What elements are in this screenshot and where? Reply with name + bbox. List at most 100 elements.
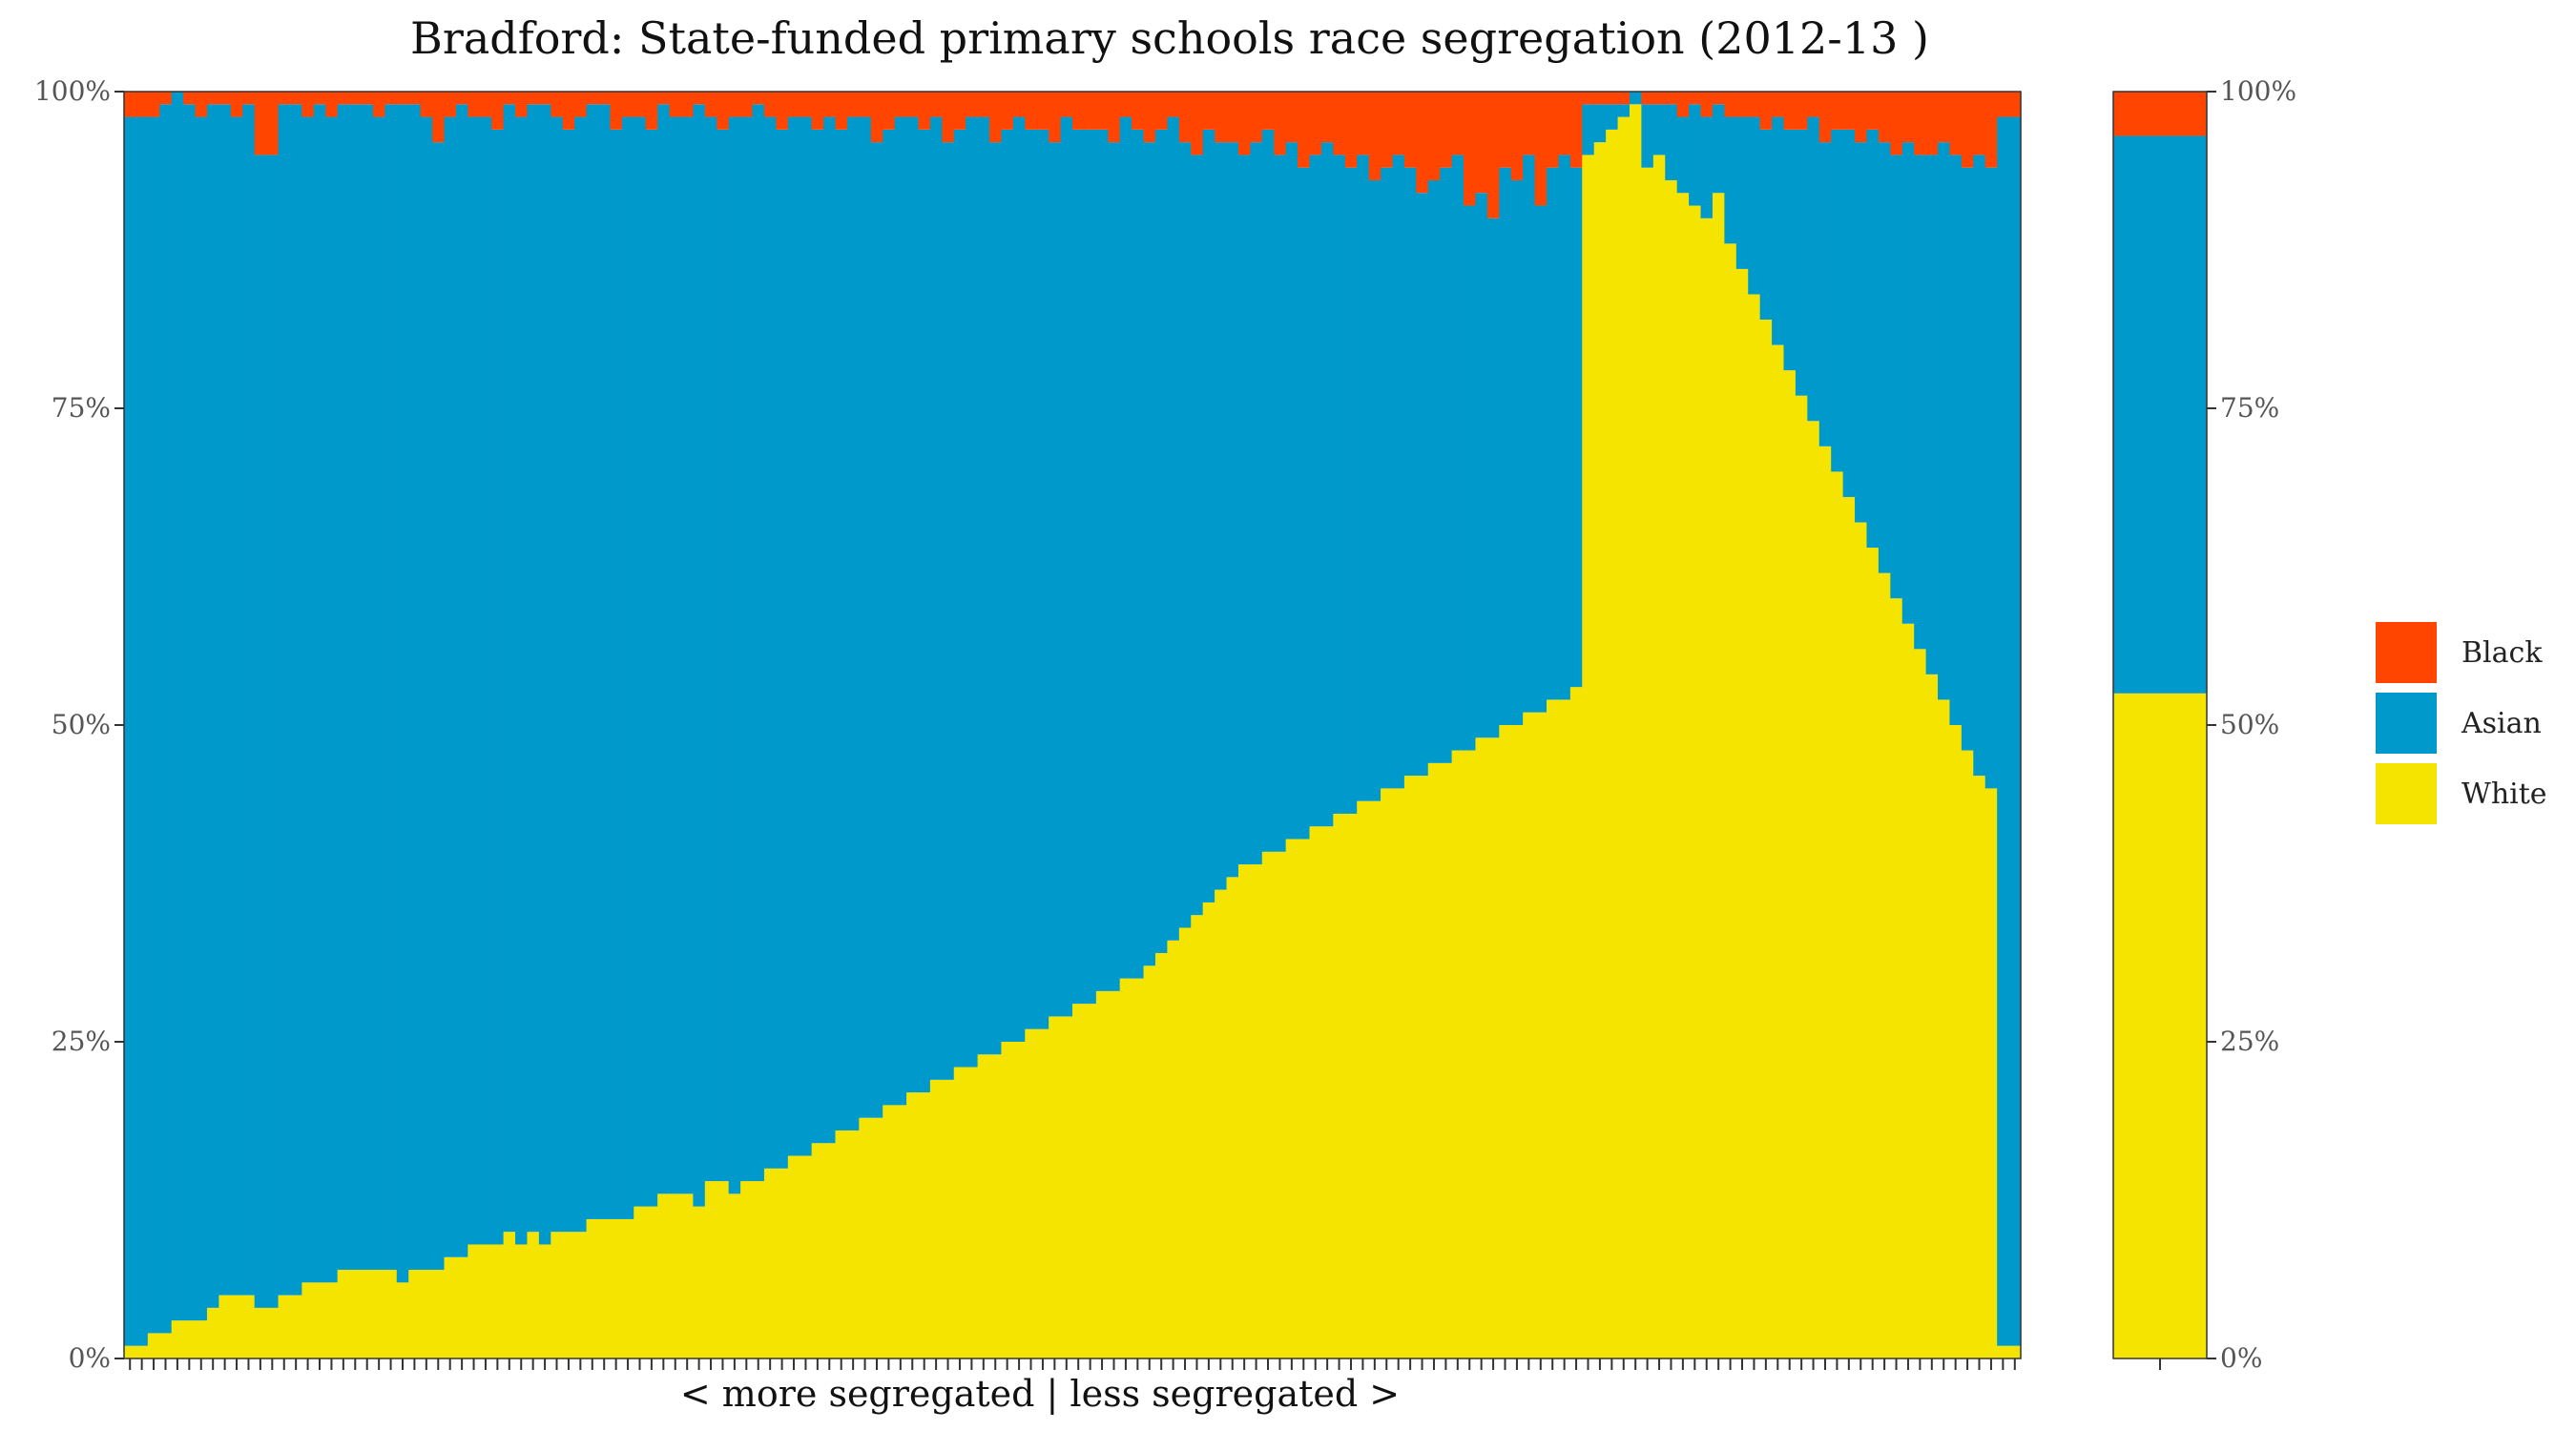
bar-black <box>396 92 409 105</box>
bar-white <box>1049 1016 1062 1358</box>
bar-white <box>455 1256 468 1358</box>
bar-black <box>1558 92 1571 156</box>
bar-asian <box>1641 104 1654 168</box>
bar-asian <box>361 104 374 1271</box>
bar-asian <box>966 116 979 1068</box>
bar-asian <box>562 129 575 1233</box>
bar-black <box>266 92 280 156</box>
bar-black <box>1274 92 1287 156</box>
bar-black <box>763 92 777 117</box>
bar-black <box>1569 92 1583 168</box>
bar-white <box>704 1181 717 1358</box>
bar-white <box>1025 1028 1038 1358</box>
bar-asian <box>894 116 907 1106</box>
bar-white <box>717 1181 730 1358</box>
bar-asian <box>870 142 883 1118</box>
bar-black <box>680 92 695 117</box>
bar-asian <box>1215 142 1228 890</box>
bar-black <box>1759 92 1773 130</box>
bar-black <box>1997 92 2010 117</box>
bar-white <box>515 1244 529 1358</box>
bar-asian <box>1095 129 1109 991</box>
bar-white <box>1901 623 1915 1358</box>
bar-asian <box>1309 155 1322 827</box>
bar-asian <box>1178 142 1192 928</box>
bar-asian <box>1060 116 1073 1017</box>
bar-asian <box>1652 104 1666 156</box>
bar-asian <box>906 116 920 1093</box>
bar-black <box>230 92 243 117</box>
bar-white <box>1652 155 1666 1358</box>
bar-white <box>266 1307 280 1358</box>
bar-white <box>1569 687 1583 1358</box>
summary-bar-white <box>2113 693 2207 1358</box>
bar-white <box>1119 978 1132 1358</box>
bar-black <box>1855 92 1868 143</box>
bar-black <box>1878 92 1891 143</box>
bar-asian <box>1226 142 1239 878</box>
bar-asian <box>183 104 197 1321</box>
y-tick-label-left: 25% <box>52 1026 111 1057</box>
bar-white <box>752 1181 765 1358</box>
bar-white <box>680 1193 695 1358</box>
bar-asian <box>1558 155 1571 700</box>
bar-white <box>538 1244 551 1358</box>
bar-black <box>1984 92 1998 168</box>
bar-black <box>574 92 588 117</box>
bar-black <box>1735 92 1749 117</box>
bar-white <box>1154 953 1169 1358</box>
bar-asian <box>1072 129 1086 1005</box>
bar-asian <box>396 104 409 1283</box>
bar-white <box>859 1117 872 1358</box>
bar-white <box>1807 421 1820 1358</box>
bar-white <box>1261 851 1275 1358</box>
bar-black <box>1772 92 1785 117</box>
chart-title: Bradford: State-funded primary schools r… <box>410 12 1929 64</box>
bar-asian <box>1783 129 1797 371</box>
bar-asian <box>195 116 208 1321</box>
bar-white <box>1427 762 1441 1358</box>
bar-white <box>574 1232 588 1358</box>
bar-white <box>1700 218 1714 1358</box>
bar-black <box>717 92 730 130</box>
bar-black <box>147 92 160 117</box>
bar-white <box>1237 864 1251 1358</box>
bar-white <box>1499 725 1512 1358</box>
bar-black <box>301 92 315 117</box>
bar-white <box>763 1168 777 1358</box>
bar-white <box>361 1270 374 1358</box>
bar-white <box>1132 978 1145 1358</box>
bar-white <box>1890 598 1903 1358</box>
bar-asian <box>1890 155 1903 599</box>
bar-black <box>1547 92 1560 168</box>
bar-white <box>1486 737 1500 1358</box>
bar-black <box>1060 92 1073 117</box>
bar-white <box>1143 965 1156 1358</box>
bar-black <box>1866 92 1880 130</box>
bar-black <box>124 92 137 117</box>
legend-swatch-black <box>2376 622 2437 683</box>
bar-black <box>835 92 848 130</box>
y-tick-label-right: 0% <box>2220 1342 2262 1374</box>
legend-label-asian: Asian <box>2461 707 2542 740</box>
bar-asian <box>301 116 315 1283</box>
bar-asian <box>230 116 243 1296</box>
bar-black <box>1582 92 1595 105</box>
bar-white <box>894 1105 907 1358</box>
y-tick-label-left: 50% <box>52 709 111 740</box>
bar-white <box>693 1206 706 1358</box>
bar-black <box>621 92 634 117</box>
bar-asian <box>835 129 848 1130</box>
bar-white <box>1748 294 1761 1359</box>
bar-white <box>1617 116 1631 1358</box>
bar-asian <box>704 116 717 1182</box>
bar-white <box>1547 699 1560 1358</box>
bar-black <box>218 92 232 105</box>
bar-black <box>598 92 612 105</box>
bar-black <box>859 92 872 117</box>
bar-white <box>823 1143 837 1358</box>
bar-black <box>384 92 398 105</box>
bar-white <box>1464 750 1477 1358</box>
bar-black <box>551 92 564 117</box>
bar-white <box>1831 471 1844 1358</box>
